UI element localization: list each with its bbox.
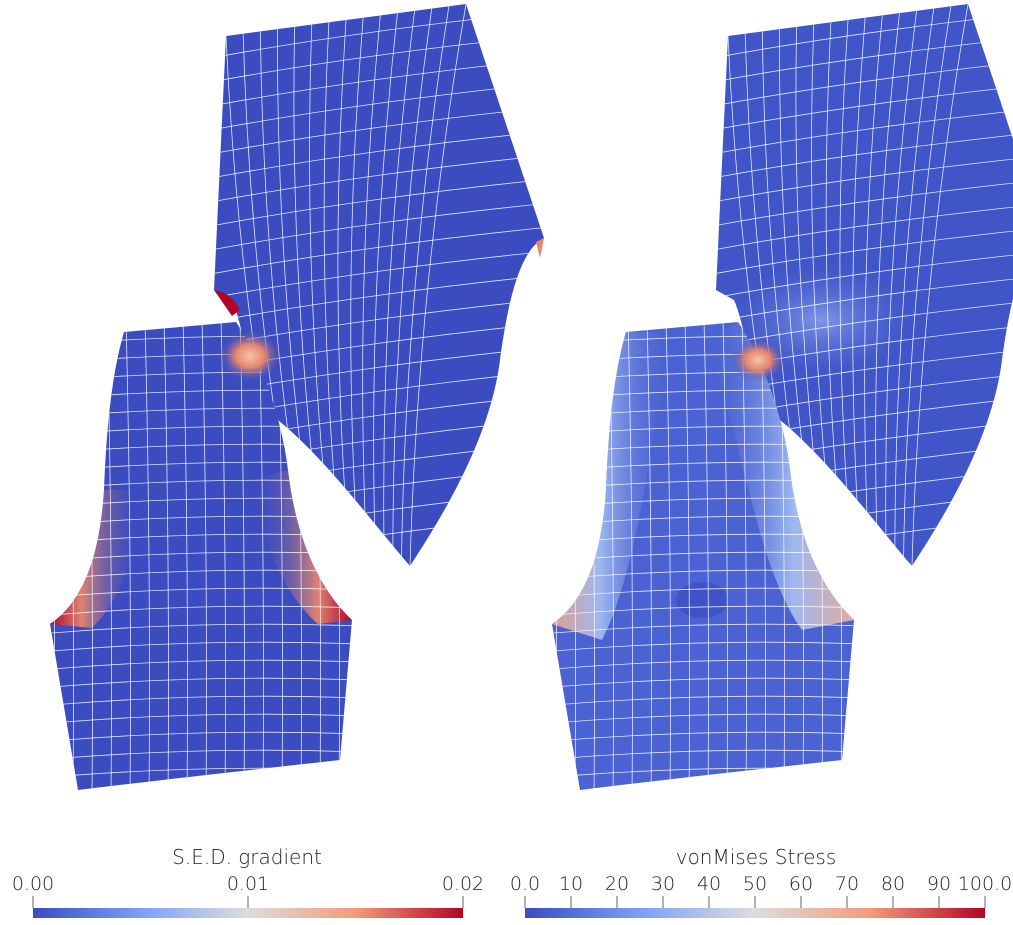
- root-low-stress-spot: [676, 582, 728, 618]
- upper-tip-hotspot: [536, 238, 544, 258]
- colorbar-tick-label: 60: [789, 873, 813, 895]
- vonmises-stress-mesh-view: [552, 4, 1013, 790]
- upper-root-hotspot: [214, 290, 240, 316]
- colorbar-tick-label: 30: [651, 873, 675, 895]
- colorbar-title: S.E.D. gradient: [172, 845, 322, 869]
- colorbar-tick-label: 0.02: [442, 873, 484, 895]
- colorbar-gradient: [525, 908, 985, 918]
- vonmises-stress-colorbar: vonMises Stress 0.0 10 20 30 40 50 60 70 80 90 100…: [510, 845, 1012, 918]
- colorbar-tick-label: 0.00: [12, 873, 54, 895]
- colorbar-tick-label: 20: [605, 873, 629, 895]
- colorbar-tick-label: 50: [743, 873, 767, 895]
- contact-point-hotspot: [730, 338, 786, 382]
- colorbar-tick-label: 100.0: [958, 873, 1012, 895]
- colorbar-tick-label: 70: [835, 873, 859, 895]
- colorbar-ticks: 0.00 0.01 0.02: [12, 873, 484, 908]
- left-fillet-hotspot: [50, 490, 140, 628]
- contact-point-hotspot: [218, 330, 282, 382]
- upper-gear-mesh: [214, 4, 544, 566]
- right-fillet-hotspot: [254, 470, 352, 624]
- colorbar-ticks: 0.0 10 20 30 40 50 60 70 80 90 100.0: [510, 873, 1012, 908]
- colorbar-tick-label: 90: [927, 873, 951, 895]
- sed-gradient-mesh-view: [50, 4, 544, 790]
- colorbar-tick-label: 80: [881, 873, 905, 895]
- colorbar-tick-label: 0.0: [510, 873, 540, 895]
- colorbar-gradient: [33, 908, 463, 918]
- sed-gradient-colorbar: S.E.D. gradient 0.00 0.01 0.02: [12, 845, 484, 918]
- colorbar-tick-label: 40: [697, 873, 721, 895]
- right-fillet-stress: [702, 322, 854, 630]
- colorbar-tick-label: 0.01: [227, 873, 269, 895]
- colorbar-tick-label: 10: [559, 873, 583, 895]
- upper-gear-tooth: [214, 4, 544, 566]
- colorbar-title: vonMises Stress: [676, 845, 837, 869]
